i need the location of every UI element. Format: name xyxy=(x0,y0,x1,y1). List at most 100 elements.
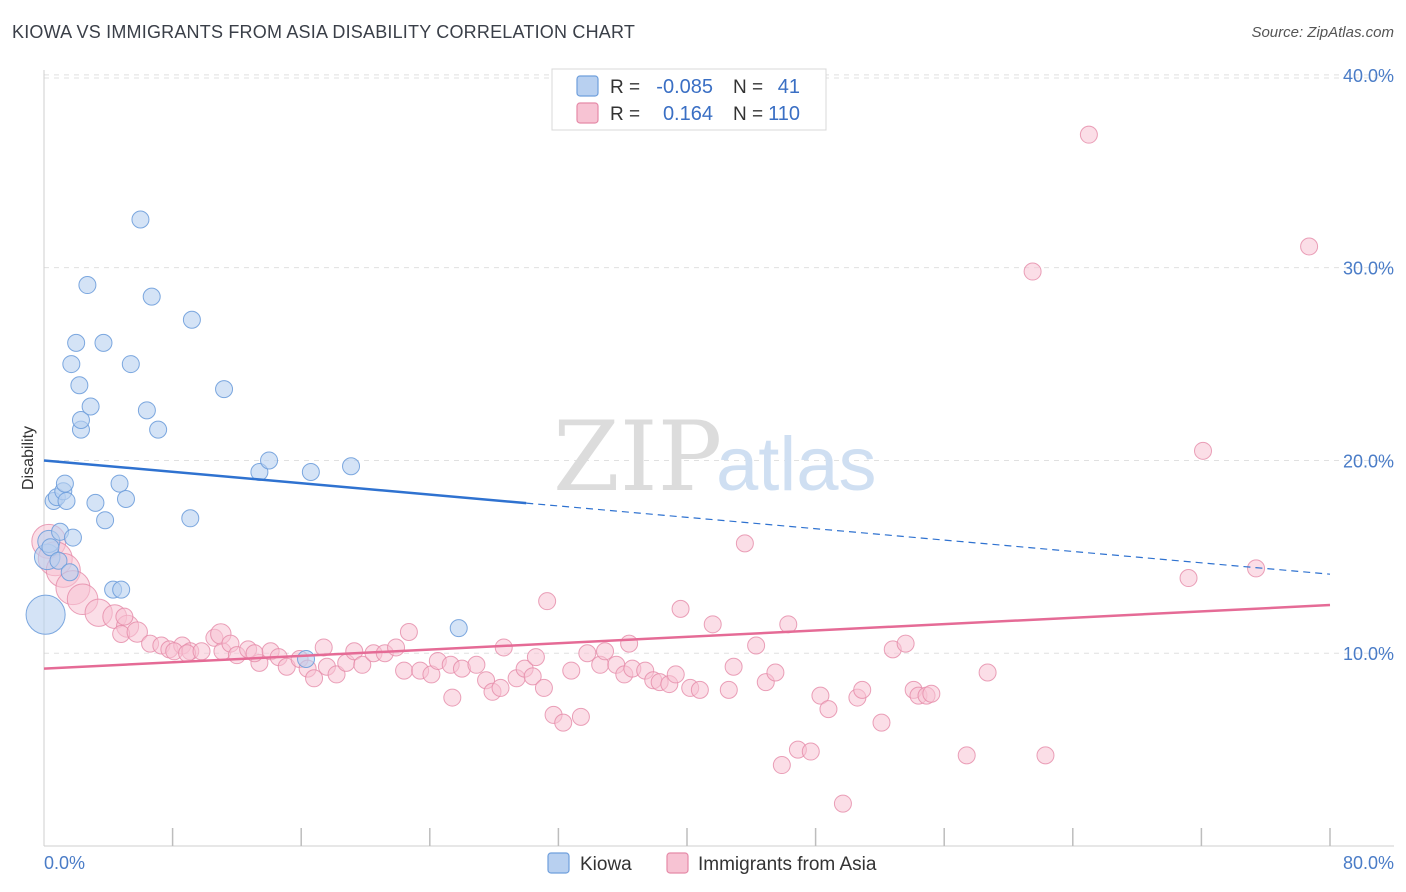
y-tick-label: 30.0% xyxy=(1343,259,1394,279)
kiowa-point xyxy=(67,333,86,352)
kiowa-point xyxy=(142,287,161,306)
y-axis-label: Disability xyxy=(20,426,37,490)
stats-box: R = -0.085 N = 41 R = 0.164 N = 110 xyxy=(551,68,827,131)
kiowa-point xyxy=(96,511,115,530)
asia-point xyxy=(620,634,639,653)
kiowa-points xyxy=(25,210,468,669)
asia-point xyxy=(353,655,372,674)
kiowa-point xyxy=(25,594,66,635)
kiowa-point xyxy=(70,376,89,395)
asia-point xyxy=(957,746,976,765)
stats-kiowa-r-value: -0.085 xyxy=(656,76,713,98)
kiowa-point xyxy=(41,538,60,557)
stats-asia-r-value: 0.164 xyxy=(663,103,713,125)
asia-point xyxy=(747,636,766,655)
kiowa-point xyxy=(112,580,131,599)
kiowa-point xyxy=(78,276,97,295)
asia-point xyxy=(538,592,557,611)
asia-point xyxy=(578,644,597,663)
kiowa-point xyxy=(81,397,100,416)
asia-point xyxy=(491,678,510,697)
asia-point xyxy=(1179,569,1198,588)
asia-point xyxy=(1300,237,1319,256)
asia-point xyxy=(1023,262,1042,281)
asia-points xyxy=(31,125,1319,813)
kiowa-point xyxy=(297,650,316,669)
kiowa-point xyxy=(71,410,90,429)
trend-lines xyxy=(43,459,1331,670)
asia-point xyxy=(467,655,486,674)
asia-point xyxy=(1079,125,1098,144)
kiowa-point xyxy=(49,551,68,570)
asia-point xyxy=(801,742,820,761)
asia-point xyxy=(819,700,838,719)
x-tick-label-max: 80.0% xyxy=(1343,853,1394,873)
kiowa-point xyxy=(301,463,320,482)
asia-point xyxy=(690,680,709,699)
asia-point xyxy=(395,661,414,680)
legend-asia-swatch xyxy=(666,852,689,874)
asia-point xyxy=(1036,746,1055,765)
asia-point xyxy=(703,615,722,634)
legend: Kiowa Immigrants from Asia xyxy=(547,852,877,875)
asia-point xyxy=(192,642,211,661)
asia-point xyxy=(562,661,581,680)
kiowa-point xyxy=(86,493,105,512)
source-label: Source: ZipAtlas.com xyxy=(1251,24,1394,41)
asia-point xyxy=(345,642,364,661)
asia-point xyxy=(399,623,418,642)
asia-point xyxy=(671,599,690,618)
asia-point xyxy=(387,638,406,657)
asia-point xyxy=(853,680,872,699)
asia-point xyxy=(779,615,798,634)
kiowa-point xyxy=(60,563,79,582)
legend-kiowa-label: Kiowa xyxy=(580,854,632,875)
asia-point xyxy=(523,667,542,686)
watermark-zip: ZIP xyxy=(553,401,722,513)
asia-point xyxy=(978,663,997,682)
kiowa-point xyxy=(131,210,150,229)
asia-point xyxy=(596,642,615,661)
kiowa-point xyxy=(116,490,135,509)
kiowa-point xyxy=(449,619,468,638)
stats-kiowa-swatch xyxy=(576,75,599,97)
y-tick-label: 10.0% xyxy=(1343,644,1394,664)
asia-point xyxy=(872,713,891,732)
stats-kiowa-r-label: R = xyxy=(610,77,640,98)
asia-point xyxy=(1194,441,1213,460)
x-tick-label-min: 0.0% xyxy=(44,853,85,873)
asia-point xyxy=(766,663,785,682)
asia-point xyxy=(443,688,462,707)
asia-point xyxy=(666,665,685,684)
asia-point xyxy=(571,707,590,726)
x-axis-ticks xyxy=(171,828,1331,846)
kiowa-point xyxy=(62,355,81,374)
kiowa-point xyxy=(110,474,129,493)
stats-kiowa-n-label: N = xyxy=(733,77,763,98)
y-tick-labels: 10.0% 20.0% 30.0% 40.0% xyxy=(1343,66,1394,664)
kiowa-point xyxy=(215,380,234,399)
asia-point xyxy=(811,686,830,705)
kiowa-point xyxy=(181,509,200,528)
asia-point xyxy=(115,607,134,626)
kiowa-point xyxy=(342,457,361,476)
asia-point xyxy=(724,657,743,676)
kiowa-trend-extension xyxy=(526,502,1331,575)
asia-point xyxy=(554,713,573,732)
asia-point xyxy=(327,665,346,684)
y-tick-label: 40.0% xyxy=(1343,66,1394,86)
asia-point xyxy=(735,534,754,553)
kiowa-point xyxy=(137,401,156,420)
stats-asia-n-value: 110 xyxy=(768,103,800,125)
stats-asia-n-label: N = xyxy=(733,104,763,125)
stats-asia-swatch xyxy=(576,102,599,124)
gridlines xyxy=(44,74,1394,654)
kiowa-point xyxy=(94,333,113,352)
legend-kiowa-swatch xyxy=(547,852,570,874)
asia-point xyxy=(526,648,545,667)
kiowa-point xyxy=(57,491,76,510)
stats-asia-r-label: R = xyxy=(610,104,640,125)
asia-point xyxy=(126,621,148,643)
legend-asia-label: Immigrants from Asia xyxy=(698,854,877,875)
